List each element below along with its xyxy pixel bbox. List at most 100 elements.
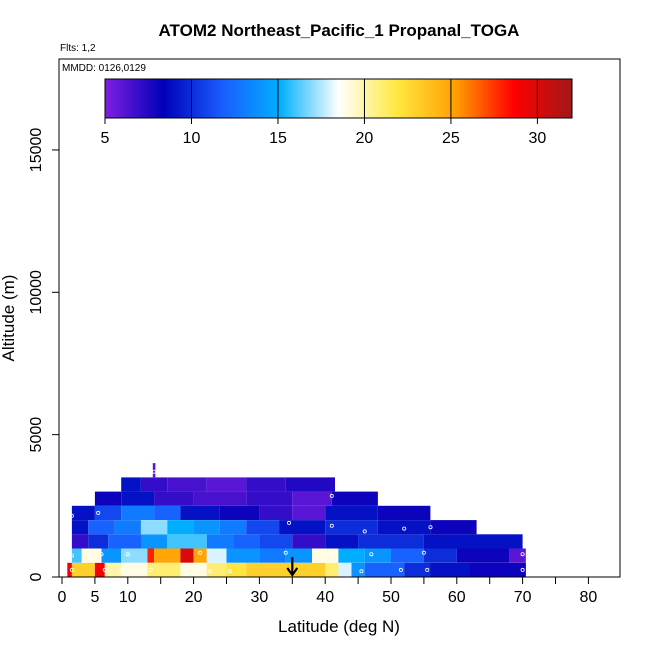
heatmap-cell: [430, 520, 477, 535]
heatmap-cell: [71, 548, 82, 563]
heatmap-cell: [71, 562, 95, 577]
heatmap-cell: [154, 505, 181, 520]
sample-point: [421, 550, 426, 555]
x-tick-label: 20: [185, 589, 203, 606]
heatmap-cell: [114, 520, 141, 535]
heatmap-cell: [193, 491, 247, 506]
y-tick-label: 15000: [28, 128, 45, 173]
sample-point: [402, 526, 407, 531]
heatmap-cell: [147, 562, 181, 577]
colorbar-tick-label: 5: [101, 130, 110, 147]
sample-point: [69, 513, 74, 518]
heatmap-cell: [94, 562, 105, 577]
heatmap-cell: [331, 491, 378, 506]
heatmap-cell: [167, 534, 207, 549]
heatmap-cell: [141, 534, 168, 549]
sample-point: [520, 552, 525, 557]
sample-point: [148, 567, 153, 572]
heatmap-cell: [154, 548, 181, 563]
heatmap-cell: [325, 520, 378, 535]
x-tick-label: 5: [90, 589, 99, 606]
y-tick-label: 0: [28, 572, 45, 581]
heatmap-cell: [423, 534, 470, 549]
heatmap-cell: [71, 534, 89, 549]
chart-title: ATOM2 Northeast_Pacific_1 Propanal_TOGA: [159, 21, 520, 40]
sample-point: [369, 552, 374, 557]
x-tick-label: 40: [316, 589, 334, 606]
colorbar-tick-label: 30: [529, 130, 547, 147]
heatmap-cell: [167, 520, 194, 535]
sample-point: [286, 520, 291, 525]
sample-point: [428, 525, 433, 530]
heatmap-cell: [108, 534, 141, 549]
heatmap-cell: [167, 477, 207, 492]
x-tick-label: 50: [382, 589, 400, 606]
sample-point: [96, 510, 101, 515]
heatmap-cell: [338, 548, 365, 563]
y-axis-label: Altitude (m): [0, 275, 18, 362]
heatmap-cell: [292, 534, 326, 549]
x-tick-label: 70: [514, 589, 532, 606]
sample-point: [398, 567, 403, 572]
x-axis-label: Latitude (deg N): [278, 617, 400, 636]
heatmap-cell: [325, 562, 339, 577]
heatmap-cell: [104, 562, 122, 577]
heatmap-cell: [121, 548, 148, 563]
heatmap-cell: [154, 491, 194, 506]
heatmap-cell: [206, 534, 234, 549]
heatmap-cell: [141, 477, 168, 492]
heatmap-cell: [193, 520, 220, 535]
arrow-head: [286, 567, 299, 577]
heatmap-cell: [71, 505, 95, 520]
x-tick-label: 10: [119, 589, 137, 606]
sample-point: [69, 553, 74, 558]
colorbar-tick-label: 10: [183, 130, 201, 147]
sample-point: [425, 567, 430, 572]
heatmap-cell: [101, 548, 122, 563]
heatmap-cell: [509, 548, 526, 563]
sample-point: [362, 529, 367, 534]
sample-point: [152, 469, 157, 474]
heatmap-cell: [259, 534, 293, 549]
heatmap-cell: [351, 562, 365, 577]
heatmap-cell: [325, 534, 359, 549]
heatmap-cell: [312, 548, 339, 563]
heatmap-cell: [121, 505, 155, 520]
heatmap-cell: [94, 505, 122, 520]
heatmap-cell: [206, 477, 247, 492]
x-tick-label: 80: [580, 589, 598, 606]
heatmap-cell: [285, 477, 335, 492]
heatmap-cell: [325, 505, 378, 520]
heatmap-cell: [121, 491, 155, 506]
heatmap-cell: [233, 534, 260, 549]
x-tick-label: 60: [448, 589, 466, 606]
heatmap-cell: [180, 562, 207, 577]
y-tick-label: 5000: [28, 417, 45, 453]
heatmap-cell: [226, 562, 247, 577]
x-tick-label: 0: [58, 589, 67, 606]
plot-frame: [58, 58, 621, 578]
sample-point: [329, 493, 334, 498]
heatmap-cell: [246, 562, 326, 577]
sample-point: [329, 523, 334, 528]
heatmap-cell: [121, 477, 141, 492]
heatmap-cell: [430, 562, 470, 577]
heatmap-cell: [219, 505, 260, 520]
plot-area: [67, 463, 526, 577]
heatmap-cell: [88, 520, 115, 535]
heatmap-cell: [193, 548, 207, 563]
heatmap-cell: [292, 505, 326, 520]
heatmap-cell: [94, 491, 122, 506]
sample-point: [102, 567, 107, 572]
heatmap-cell: [377, 505, 431, 520]
heatmap-cell: [141, 520, 168, 535]
heatmap-cell: [180, 548, 194, 563]
heatmap-cell: [246, 491, 293, 506]
heatmap-cell: [470, 562, 526, 577]
heatmap-cell: [88, 534, 108, 549]
flights-label: Flts: 1,2: [60, 43, 96, 54]
colorbar-tick-label: 25: [442, 130, 460, 147]
heatmap-cell: [180, 505, 220, 520]
heatmap-cell: [285, 548, 312, 563]
